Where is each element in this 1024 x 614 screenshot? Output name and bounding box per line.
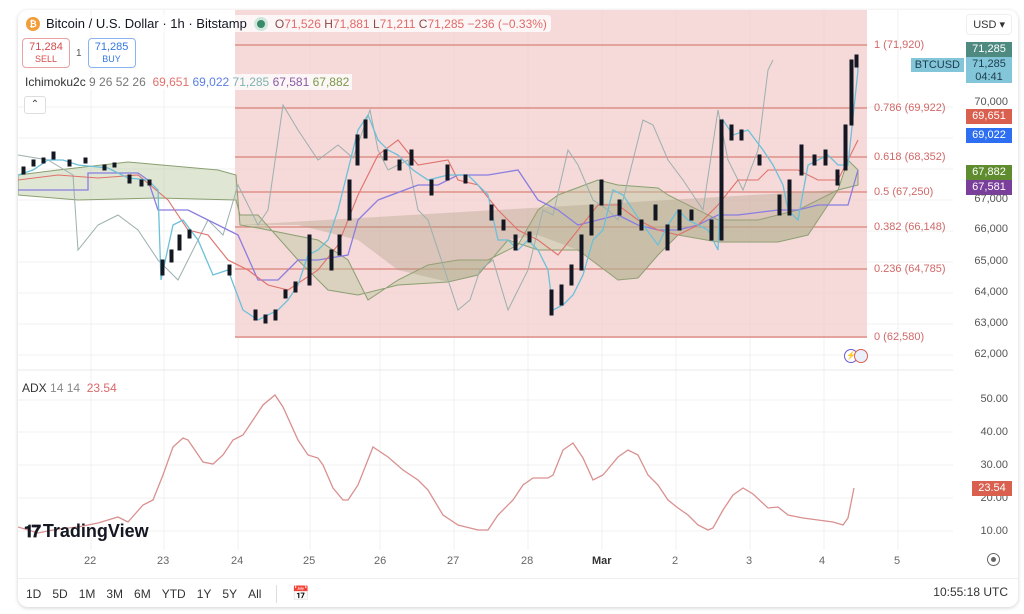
price-change: −236 (−0.33%): [467, 16, 547, 31]
ichimoku-legend[interactable]: Ichimoku2c 9 26 52 26 69,651 69,022 71,2…: [22, 74, 353, 90]
time-tick: 3: [746, 555, 753, 567]
range-1d[interactable]: 1D: [26, 586, 42, 601]
bitcoin-logo-icon: ₿: [26, 16, 40, 31]
time-tick: 28: [521, 555, 534, 567]
fib-level-0: 0 (62,580): [874, 331, 925, 343]
price-chart[interactable]: [18, 10, 1018, 607]
last-price-label: 71,285: [966, 42, 1012, 57]
symbol-header[interactable]: ₿ Bitcoin / U.S. Dollar · 1h · Bitstamp …: [22, 15, 551, 32]
market-open-icon: [256, 19, 265, 28]
range-all[interactable]: All: [248, 586, 262, 601]
time-tick: 5: [894, 555, 901, 567]
time-tick: 4: [819, 555, 826, 567]
trade-panel: 71,284 SELL 1 71,285 BUY: [22, 38, 136, 68]
fib-level-05: 0.5 (67,250): [874, 186, 934, 198]
candles: [21, 54, 859, 324]
btcusd-tag: BTCUSD: [910, 58, 964, 72]
price-tick: 70,000: [974, 96, 1008, 108]
adx-tick: 40.00: [980, 426, 1008, 438]
collapse-legend-button[interactable]: ⌃: [24, 96, 46, 114]
price-tick: 63,000: [974, 317, 1008, 329]
time-tick: 25: [303, 555, 316, 567]
clock-timezone[interactable]: 10:55:18 UTC: [933, 585, 1008, 599]
lead-b-label: 67,882: [966, 165, 1012, 180]
price-line: [18, 54, 859, 321]
time-tick: 26: [374, 555, 387, 567]
range-5d[interactable]: 5D: [52, 586, 68, 601]
fib-level-0786: 0.786 (69,922): [874, 102, 946, 114]
currency-selector[interactable]: USD ▾: [966, 14, 1012, 35]
range-ytd[interactable]: YTD: [161, 586, 186, 601]
adx-line: [18, 394, 855, 534]
price-tick: 64,000: [974, 286, 1008, 298]
time-tick: 22: [84, 555, 97, 567]
range-1y[interactable]: 1Y: [196, 586, 212, 601]
price-tick: 67,000: [974, 193, 1008, 205]
lagging-span: [18, 59, 774, 312]
tradingview-logo[interactable]: 𝟏𝟕 TradingView: [24, 521, 149, 541]
tradingview-logo-icon: 𝟏𝟕: [24, 521, 41, 541]
base-line-label: 69,022: [966, 128, 1012, 143]
ohlc-values: O71,526 H71,881 L71,211 C71,285 −236 (−0…: [274, 16, 547, 31]
adx-tick: 50.00: [980, 393, 1008, 405]
adx-tick: 30.00: [980, 459, 1008, 471]
adx-legend[interactable]: ADX 14 14 23.54: [22, 381, 117, 395]
time-tick: 27: [447, 555, 460, 567]
price-tick: 62,000: [974, 348, 1008, 360]
time-tick: 24: [231, 555, 244, 567]
time-tick: 2: [672, 555, 679, 567]
adx-value-label: 23.54: [972, 481, 1012, 496]
fibonacci-retracement: [235, 10, 867, 338]
range-6m[interactable]: 6M: [134, 586, 151, 601]
fib-level-0382: 0.382 (66,148): [874, 221, 946, 233]
countdown-label: 71,285 04:41: [966, 57, 1012, 83]
divider: [276, 584, 278, 603]
spread: 1: [76, 47, 82, 59]
chart-window: ₿ Bitcoin / U.S. Dollar · 1h · Bitstamp …: [18, 10, 1018, 607]
range-3m[interactable]: 3M: [106, 586, 124, 601]
economic-events-icon[interactable]: ⚡: [844, 349, 874, 363]
price-tick: 66,000: [974, 223, 1008, 235]
buy-button[interactable]: 71,285 BUY: [87, 38, 136, 68]
ichimoku-cloud: [18, 159, 859, 301]
go-to-date-calendar-icon[interactable]: 📅: [292, 585, 310, 601]
range-1m[interactable]: 1M: [78, 586, 96, 601]
fib-level-1: 1 (71,920): [874, 39, 925, 51]
bottom-toolbar: 1D 5D 1M 3M 6M YTD 1Y 5Y All 📅: [18, 578, 1018, 607]
lead-a-label: 67,581: [966, 180, 1012, 195]
time-tick-month: Mar: [592, 555, 612, 567]
adx-tick: 10.00: [980, 525, 1008, 537]
price-tick: 65,000: [974, 255, 1008, 267]
fib-level-0236: 0.236 (64,785): [874, 263, 946, 275]
symbol-title[interactable]: Bitcoin / U.S. Dollar · 1h · Bitstamp: [46, 16, 247, 31]
range-5y[interactable]: 5Y: [222, 586, 238, 601]
conversion-line-label: 69,651: [966, 109, 1012, 124]
fib-level-0618: 0.618 (68,352): [874, 151, 946, 163]
chart-settings-icon[interactable]: [987, 553, 1000, 566]
time-tick: 23: [157, 555, 170, 567]
sell-button[interactable]: 71,284 SELL: [22, 38, 70, 68]
